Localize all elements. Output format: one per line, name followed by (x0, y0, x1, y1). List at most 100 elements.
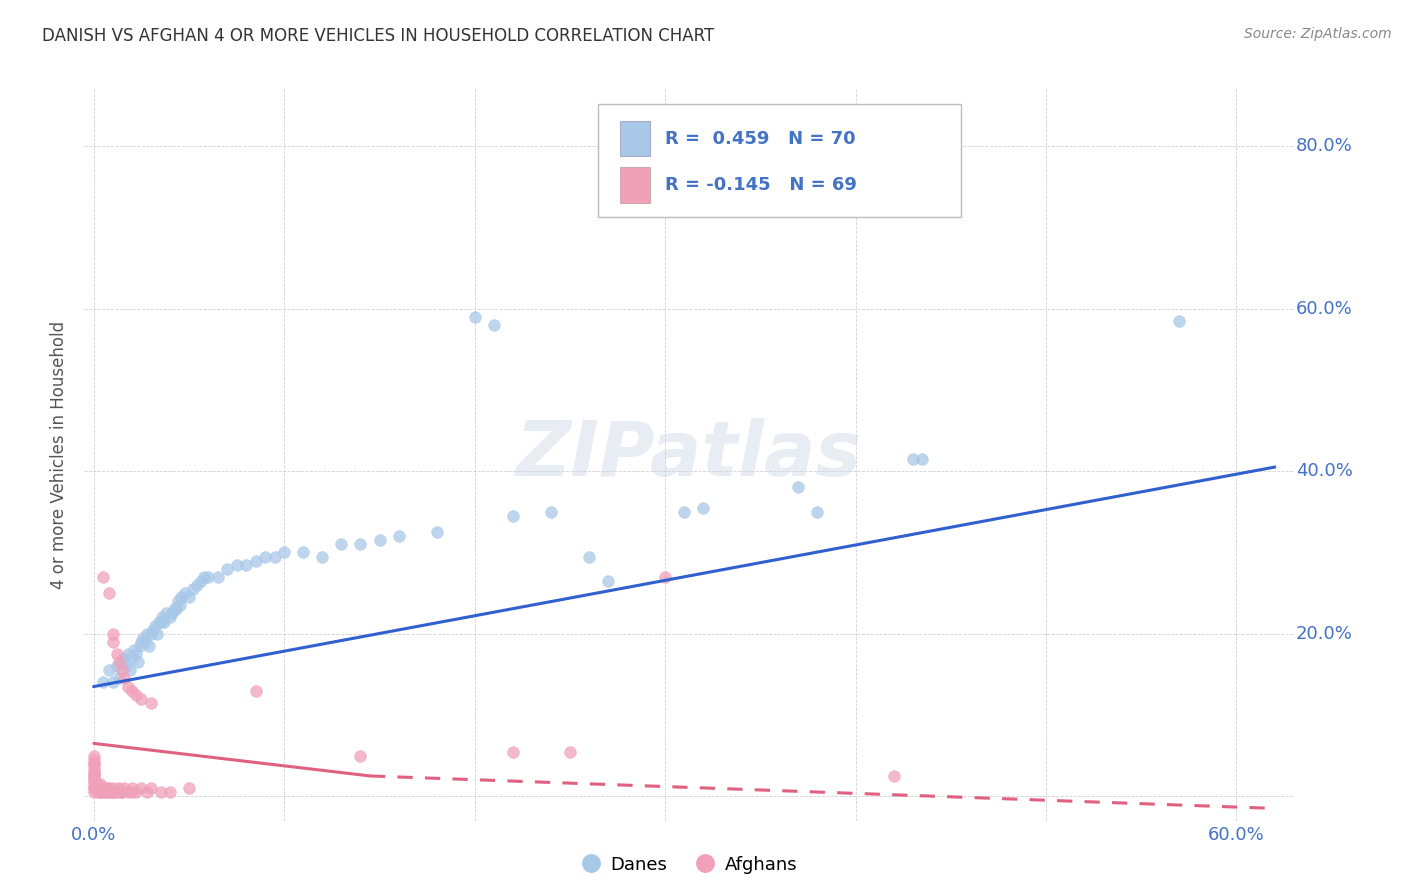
Point (502, 745, 524, 759)
Point (148, 615, 170, 629)
Text: DANISH VS AFGHAN 4 OR MORE VEHICLES IN HOUSEHOLD CORRELATION CHART: DANISH VS AFGHAN 4 OR MORE VEHICLES IN H… (42, 27, 714, 45)
Point (207, 570, 229, 584)
Point (482, 318, 505, 332)
Point (83, 772, 105, 787)
Point (136, 626, 159, 640)
Point (89, 777, 111, 791)
Point (120, 663, 142, 677)
Point (143, 618, 166, 632)
Point (132, 631, 155, 645)
Point (101, 785, 124, 799)
Point (127, 655, 149, 669)
Point (128, 639, 150, 653)
Point (292, 545, 315, 559)
Point (93, 785, 115, 799)
Point (426, 525, 449, 540)
Point (101, 675, 124, 690)
Point (787, 480, 810, 494)
Point (170, 590, 193, 604)
Point (139, 696, 162, 710)
Point (464, 310, 486, 324)
Point (142, 623, 165, 637)
Point (83, 753, 105, 767)
Point (121, 683, 143, 698)
Point (225, 558, 247, 572)
Point (883, 769, 905, 783)
Point (83, 785, 105, 799)
Point (93, 570, 115, 584)
Point (83, 756, 105, 771)
Point (98, 586, 121, 600)
Point (673, 505, 696, 519)
Point (311, 549, 333, 564)
Point (86, 785, 108, 799)
Point (89, 785, 111, 799)
Point (166, 594, 188, 608)
Point (349, 748, 371, 763)
Point (83, 764, 105, 779)
Point (165, 602, 187, 616)
Point (139, 781, 162, 796)
Point (190, 574, 212, 588)
Point (83, 781, 105, 796)
Point (83, 761, 105, 775)
Point (101, 781, 124, 796)
Point (83, 769, 105, 783)
Point (131, 781, 153, 796)
Text: 60.0%: 60.0% (1296, 300, 1353, 318)
Point (94, 781, 117, 796)
Point (387, 529, 409, 543)
Point (136, 785, 159, 799)
Point (121, 785, 143, 799)
Point (502, 508, 524, 523)
Point (245, 683, 267, 698)
Point (86, 781, 108, 796)
Point (83, 764, 105, 779)
Point (112, 672, 135, 686)
Point (145, 626, 167, 640)
Point (100, 785, 122, 799)
Point (111, 655, 134, 669)
Point (596, 574, 619, 588)
Point (558, 745, 581, 759)
Text: ZIPatlas: ZIPatlas (516, 418, 862, 491)
Point (654, 570, 676, 584)
Point (125, 785, 148, 799)
Point (104, 785, 127, 799)
Point (90, 785, 112, 799)
Text: R =  0.459   N = 70: R = 0.459 N = 70 (665, 130, 855, 148)
Point (692, 500, 714, 515)
Point (93, 781, 115, 796)
Point (217, 562, 239, 576)
Point (163, 602, 186, 616)
Point (540, 505, 562, 519)
Point (131, 691, 153, 706)
Point (139, 626, 162, 640)
FancyBboxPatch shape (599, 103, 962, 218)
Point (107, 781, 129, 796)
Point (806, 505, 828, 519)
Text: R = -0.145   N = 69: R = -0.145 N = 69 (665, 176, 856, 194)
Point (98, 663, 121, 677)
FancyBboxPatch shape (620, 168, 650, 202)
Point (98, 785, 121, 799)
Point (263, 549, 285, 564)
Point (159, 785, 181, 799)
Point (1168, 314, 1191, 328)
Point (90, 781, 112, 796)
Point (105, 785, 128, 799)
Point (101, 626, 124, 640)
Point (901, 452, 924, 467)
FancyBboxPatch shape (620, 121, 650, 156)
Point (273, 545, 295, 559)
Point (96, 781, 118, 796)
Point (121, 781, 143, 796)
Text: Source: ZipAtlas.com: Source: ZipAtlas.com (1244, 27, 1392, 41)
Point (98, 781, 121, 796)
Legend: Danes, Afghans: Danes, Afghans (572, 847, 806, 881)
Point (160, 607, 183, 621)
Point (177, 781, 200, 796)
Text: 40.0%: 40.0% (1296, 462, 1353, 480)
Text: 80.0%: 80.0% (1296, 137, 1353, 155)
Point (155, 607, 177, 621)
